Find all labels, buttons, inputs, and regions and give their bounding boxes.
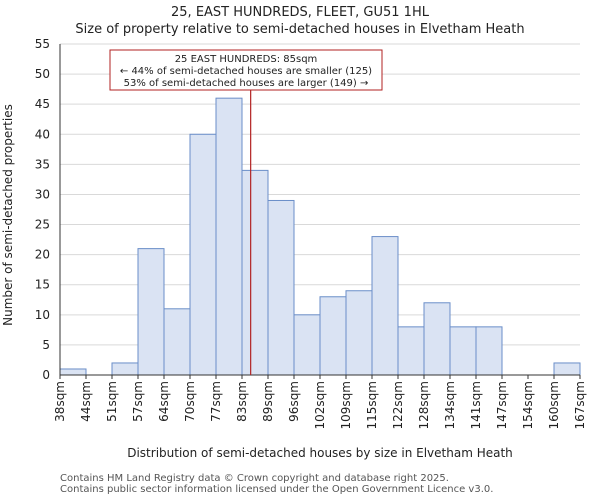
bar xyxy=(163,308,191,376)
x-tick-label: 51sqm xyxy=(105,381,119,422)
x-tick-label: 167sqm xyxy=(573,381,587,429)
bar xyxy=(59,368,87,376)
bar xyxy=(397,326,425,376)
x-tick-label: 154sqm xyxy=(521,381,535,429)
x-tick-label: 109sqm xyxy=(339,381,353,429)
y-tick-label: 10 xyxy=(35,308,50,322)
y-tick-label: 0 xyxy=(42,368,50,382)
chart-title: 25, EAST HUNDREDS, FLEET, GU51 1HL xyxy=(171,5,430,20)
x-tick-label: 70sqm xyxy=(183,381,197,422)
x-tick-label: 89sqm xyxy=(261,381,275,422)
footer-line-1: Contains HM Land Registry data © Crown c… xyxy=(60,473,449,484)
bar xyxy=(475,326,503,376)
y-tick-label: 40 xyxy=(35,127,50,141)
x-tick-label: 96sqm xyxy=(287,381,301,422)
bar xyxy=(319,296,347,376)
y-axis-label: Number of semi-detached properties xyxy=(1,104,15,326)
x-tick-label: 64sqm xyxy=(157,381,171,422)
y-tick-label: 5 xyxy=(42,338,50,352)
x-tick-label: 57sqm xyxy=(131,381,145,422)
chart-subtitle: Size of property relative to semi-detach… xyxy=(75,22,524,37)
x-tick-label: 83sqm xyxy=(235,381,249,422)
bar xyxy=(449,326,477,376)
annotation-line-3: 53% of semi-detached houses are larger (… xyxy=(124,78,369,89)
x-tick-label: 38sqm xyxy=(53,381,67,422)
bar xyxy=(215,97,243,376)
bar xyxy=(241,169,269,376)
x-tick-label: 44sqm xyxy=(79,381,93,422)
y-tick-label: 35 xyxy=(35,157,50,171)
bars xyxy=(59,97,581,376)
y-tick-label: 45 xyxy=(35,97,50,111)
x-tick-labels: 38sqm 44sqm 51sqm 57sqm 64sqm 70sqm 77sqm 83sqm… xyxy=(53,381,587,429)
x-tick-label: 147sqm xyxy=(495,381,509,429)
x-tick-label: 122sqm xyxy=(391,381,405,429)
bar xyxy=(111,362,139,376)
x-tick-label: 141sqm xyxy=(469,381,483,429)
x-tick-label: 160sqm xyxy=(547,381,561,429)
bar xyxy=(553,362,581,376)
bar xyxy=(423,302,451,376)
x-tick-label: 134sqm xyxy=(443,381,457,429)
x-tick-label: 102sqm xyxy=(313,381,327,429)
y-tick-label: 15 xyxy=(35,278,50,292)
footer-line-2: Contains public sector information licen… xyxy=(60,484,494,495)
annotation-line-1: 25 EAST HUNDREDS: 85sqm xyxy=(175,54,318,65)
y-tick-label: 20 xyxy=(35,248,50,262)
y-tick-label: 25 xyxy=(35,218,50,232)
bar xyxy=(137,248,165,376)
x-tick-label: 115sqm xyxy=(365,381,379,429)
bar xyxy=(189,133,217,376)
y-tick-labels: 0 5 10 15 20 25 30 35 40 45 50 55 xyxy=(35,37,50,382)
y-tick-label: 55 xyxy=(35,37,50,51)
x-tick-label: 128sqm xyxy=(417,381,431,429)
annotation-box-frame xyxy=(109,49,383,91)
annotation-box: 25 EAST HUNDREDS: 85sqm ← 44% of semi-de… xyxy=(109,49,383,91)
y-tick-label: 50 xyxy=(35,67,50,81)
bar xyxy=(345,290,373,376)
annotation-line-2: ← 44% of semi-detached houses are smalle… xyxy=(120,66,372,77)
bar xyxy=(267,199,295,376)
y-tick-label: 30 xyxy=(35,187,50,201)
x-axis-label: Distribution of semi-detached houses by … xyxy=(127,446,513,460)
axes xyxy=(59,44,581,379)
bar xyxy=(371,236,399,376)
x-tick-label: 77sqm xyxy=(209,381,223,422)
bar xyxy=(293,314,321,376)
